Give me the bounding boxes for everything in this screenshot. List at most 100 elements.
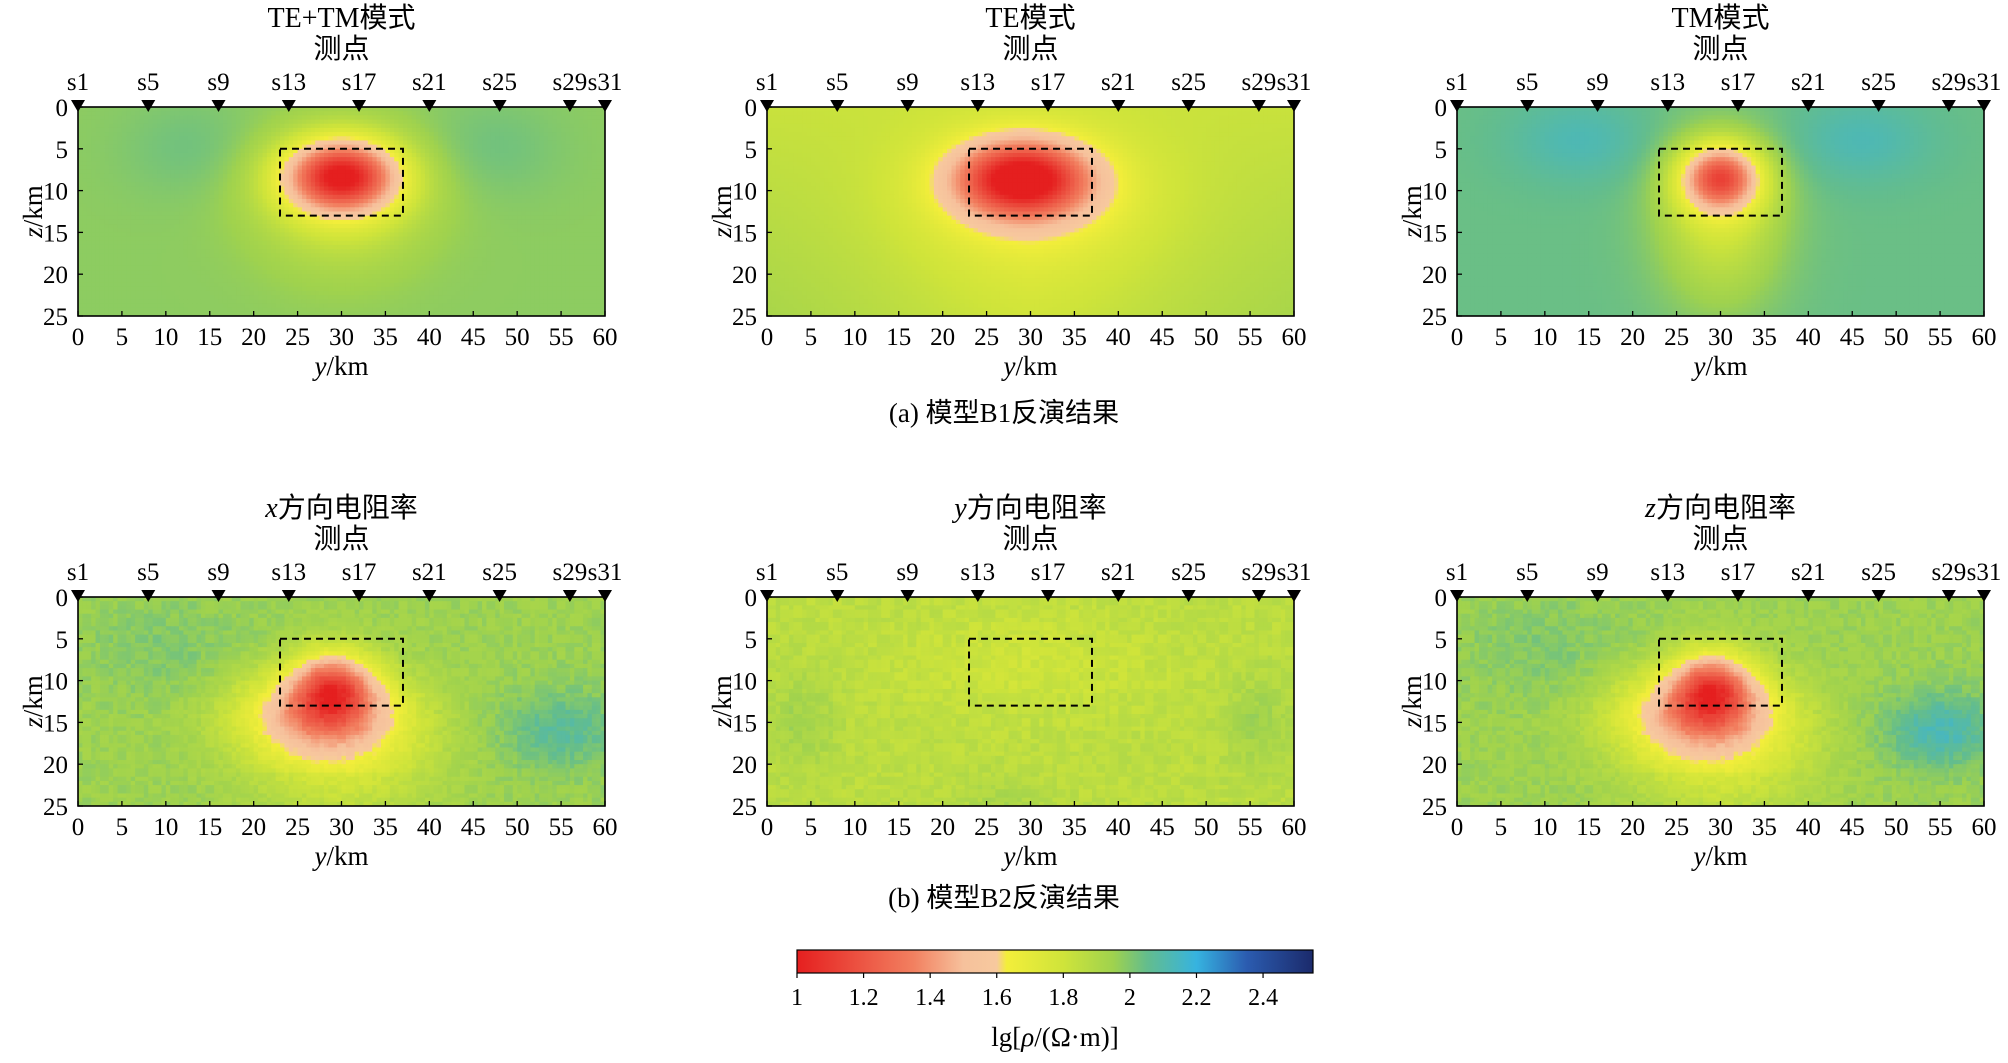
station-marker (141, 100, 156, 112)
x-tick-label: 0 (761, 814, 774, 841)
station-label: s25 (1171, 559, 1206, 586)
station-marker (281, 100, 296, 112)
x-tick-label: 60 (1972, 814, 1997, 841)
panel-title: TM模式 (1671, 2, 1769, 34)
y-axis-label: z/km (707, 675, 737, 729)
station-marker (1731, 590, 1746, 602)
x-tick-label: 40 (1796, 814, 1821, 841)
caption-row-a: (a) 模型B1反演结果 (889, 398, 1119, 428)
station-label: s1 (1446, 559, 1468, 586)
x-tick-label: 50 (1884, 814, 1909, 841)
x-tick-label: 45 (1840, 814, 1865, 841)
station-label: s1 (67, 559, 89, 586)
station-label: s29 (1931, 69, 1966, 96)
x-tick-label: 15 (886, 324, 911, 351)
station-marker (352, 590, 367, 602)
x-tick-label: 55 (1238, 814, 1263, 841)
x-tick-label: 5 (116, 324, 129, 351)
y-tick-label: 5 (745, 137, 758, 164)
anomaly-box (968, 147, 1093, 217)
x-tick-label: 50 (505, 324, 530, 351)
x-tick-label: 35 (1752, 814, 1777, 841)
station-label: s9 (896, 69, 918, 96)
heatmap (1457, 107, 1984, 316)
station-marker (1871, 100, 1886, 112)
x-tick-label: 25 (974, 814, 999, 841)
heatmap (78, 107, 605, 316)
y-tick-label: 0 (56, 95, 69, 122)
station-label: s17 (1031, 69, 1066, 96)
station-label: s17 (342, 559, 377, 586)
station-marker (1871, 590, 1886, 602)
y-tick-label: 25 (732, 304, 757, 331)
x-tick-label: 5 (1495, 324, 1508, 351)
station-label: s21 (1791, 559, 1826, 586)
station-label: s13 (271, 69, 306, 96)
y-tick-label: 0 (1435, 95, 1448, 122)
station-marker (1450, 590, 1464, 602)
y-axis-label: z/km (18, 675, 48, 729)
x-tick-label: 20 (241, 324, 266, 351)
y-tick-label: 5 (1435, 627, 1448, 654)
station-marker (1801, 100, 1816, 112)
station-label: s21 (1791, 69, 1826, 96)
station-label: s17 (1721, 69, 1756, 96)
station-label: s25 (482, 559, 517, 586)
station-label: s31 (1967, 69, 2002, 96)
station-label: s21 (1101, 559, 1136, 586)
station-label: s29 (552, 559, 587, 586)
x-tick-label: 60 (593, 814, 618, 841)
station-marker (71, 100, 85, 112)
station-marker (1041, 590, 1056, 602)
station-marker (1111, 590, 1126, 602)
colorbar-gradient (796, 949, 1314, 974)
y-tick-label: 20 (1422, 262, 1447, 289)
panel-title: TE模式 (985, 2, 1075, 34)
x-axis-label: y/km (1001, 841, 1058, 871)
station-axis-title: 测点 (1692, 34, 1748, 65)
x-tick-label: 0 (72, 324, 85, 351)
station-marker (492, 590, 507, 602)
station-marker (562, 100, 577, 112)
station-marker (1660, 590, 1675, 602)
station-marker (1941, 590, 1956, 602)
x-tick-label: 30 (329, 324, 354, 351)
x-tick-label: 15 (1576, 324, 1601, 351)
station-marker (1181, 590, 1196, 602)
station-marker (1251, 100, 1266, 112)
x-tick-label: 10 (842, 324, 867, 351)
x-tick-label: 40 (1796, 324, 1821, 351)
y-tick-label: 5 (56, 137, 69, 164)
x-tick-label: 10 (842, 814, 867, 841)
station-label: s13 (271, 559, 306, 586)
caption-row-b: (b) 模型B2反演结果 (888, 883, 1120, 913)
station-marker (1660, 100, 1675, 112)
station-marker (422, 100, 437, 112)
y-tick-label: 5 (56, 627, 69, 654)
station-marker (1977, 100, 1991, 112)
x-axis-label: y/km (1691, 841, 1748, 871)
station-label: s9 (1586, 69, 1608, 96)
x-tick-label: 55 (549, 324, 574, 351)
station-label: s5 (826, 69, 848, 96)
station-marker (1941, 100, 1956, 112)
colorbar-tick: 1 (791, 985, 803, 1011)
x-tick-label: 30 (1018, 324, 1043, 351)
station-label: s29 (1241, 559, 1276, 586)
x-tick-label: 40 (417, 814, 442, 841)
y-tick-label: 20 (732, 262, 757, 289)
x-tick-label: 35 (1752, 324, 1777, 351)
y-tick-label: 10 (1422, 179, 1447, 206)
station-label: s31 (588, 559, 623, 586)
station-label: s13 (960, 69, 995, 96)
station-label: s21 (1101, 69, 1136, 96)
y-tick-label: 10 (1422, 669, 1447, 696)
station-axis-title: 测点 (1002, 524, 1058, 555)
x-axis-label: y/km (1001, 351, 1058, 381)
station-marker (900, 590, 915, 602)
station-label: s31 (588, 69, 623, 96)
x-tick-label: 0 (761, 324, 774, 351)
